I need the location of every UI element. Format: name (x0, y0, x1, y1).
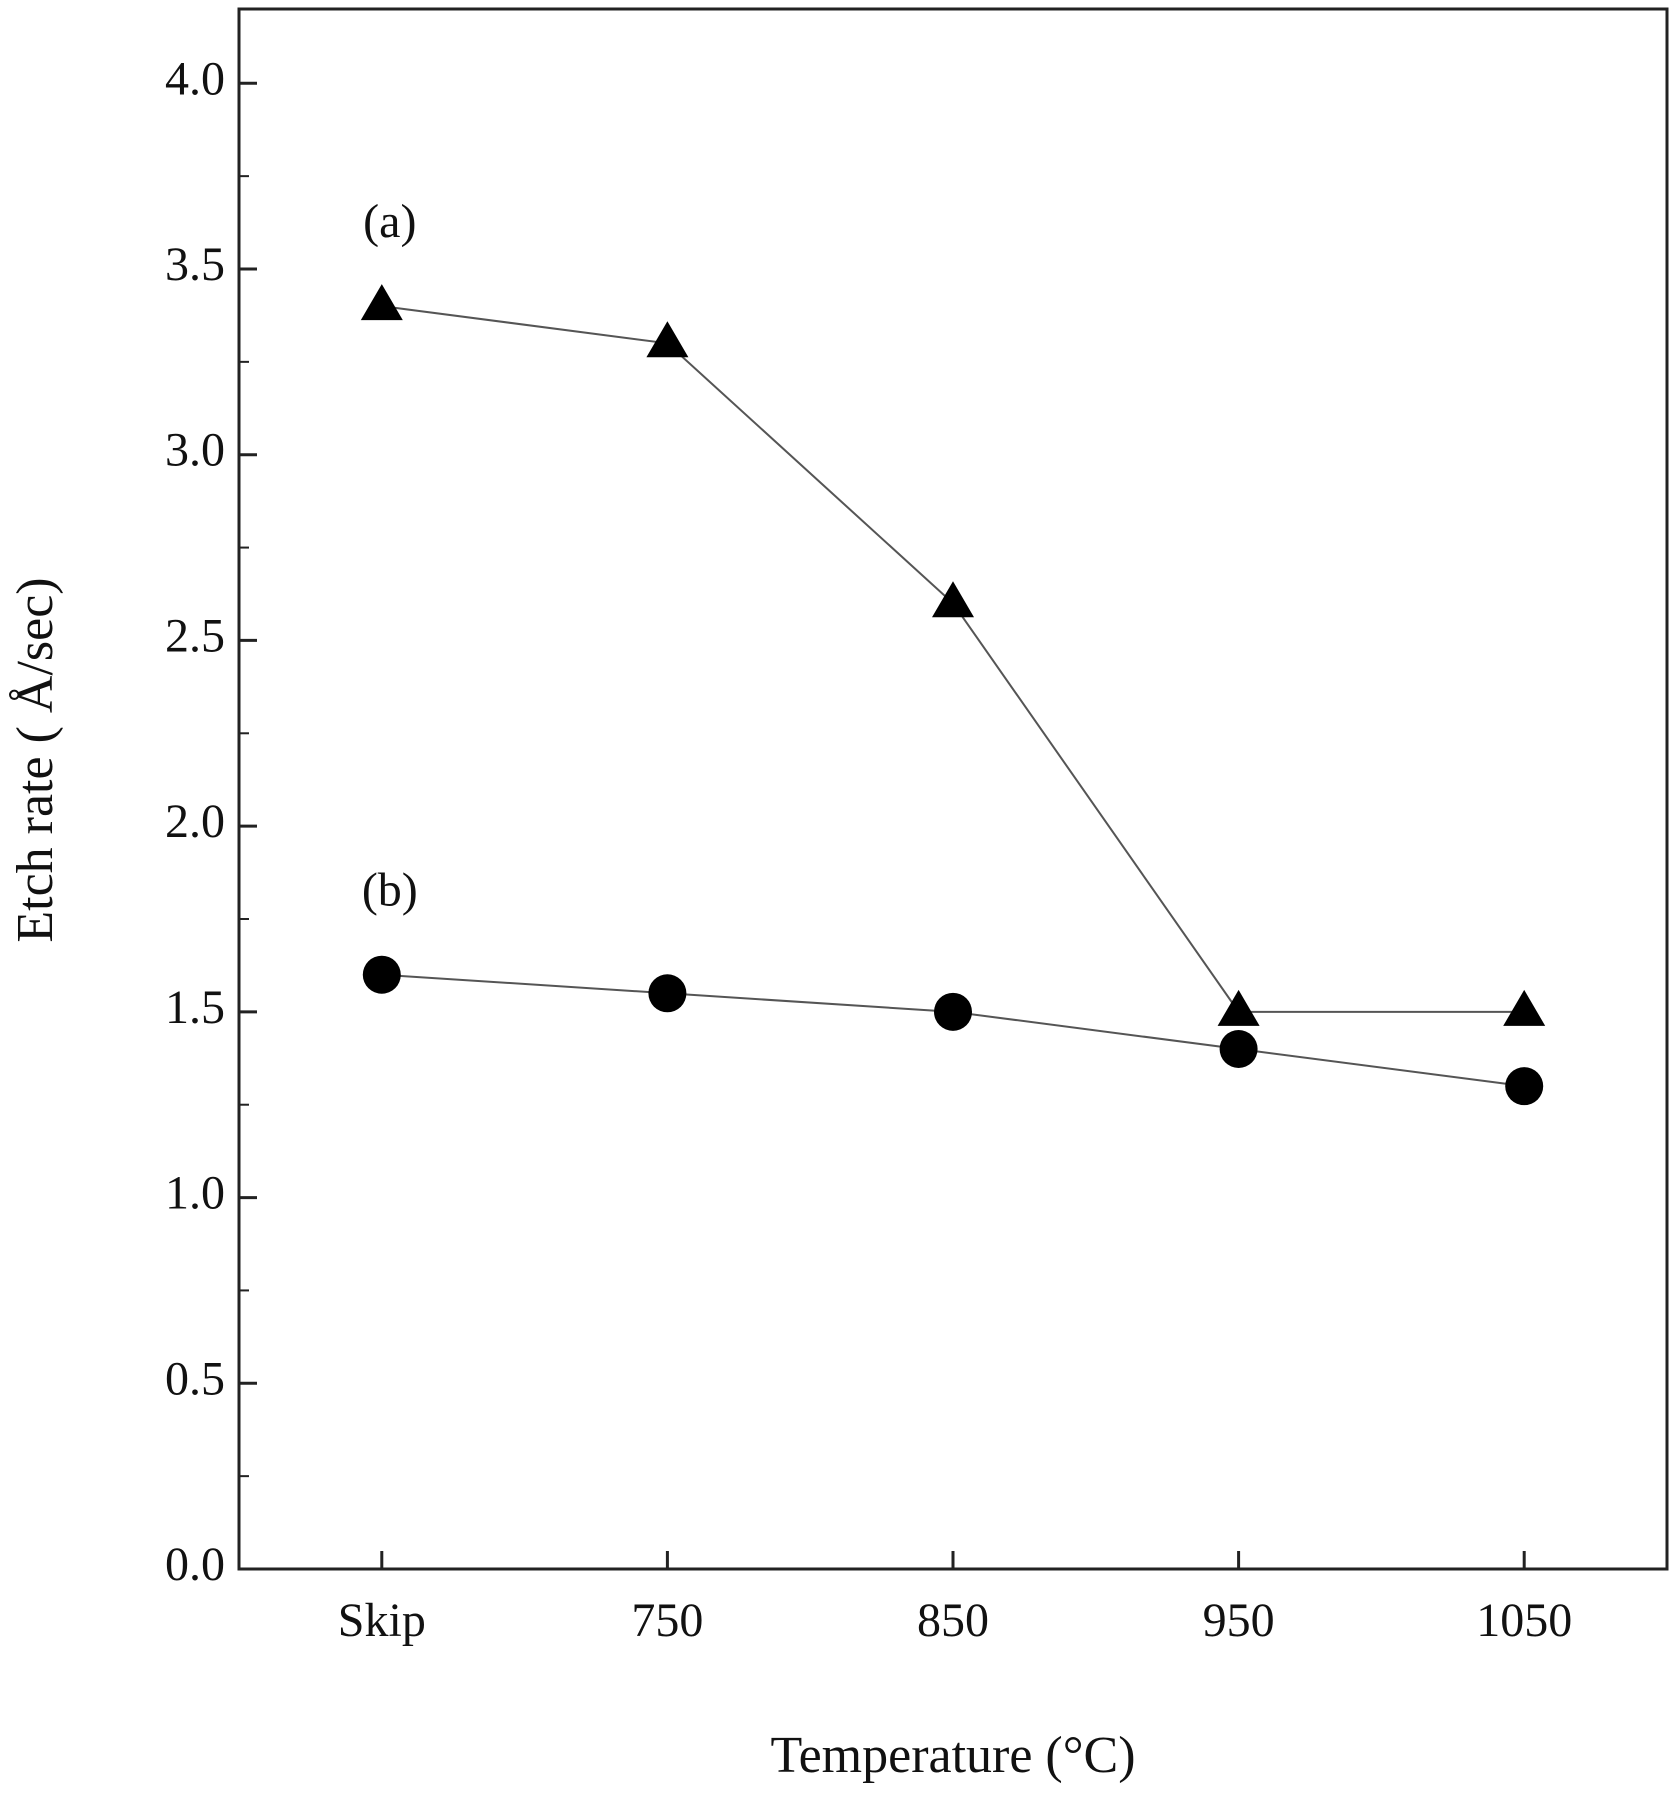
series-label: (a) (363, 195, 416, 248)
y-tick-label: 2.0 (165, 795, 225, 848)
x-axis-label: Temperature (°C) (770, 1727, 1135, 1784)
y-tick-label: 1.5 (165, 981, 225, 1034)
circle-marker (648, 974, 687, 1013)
triangle-marker (1217, 989, 1260, 1026)
plot-frame (237, 7, 1669, 1571)
series-line (381, 305, 1525, 1013)
triangle-marker (1503, 989, 1546, 1026)
y-tick-label: 2.5 (165, 609, 225, 662)
y-tick-label: 0.5 (165, 1352, 225, 1405)
circle-marker (934, 992, 972, 1031)
x-tick-label: 750 (631, 1594, 703, 1647)
x-tick-label: 950 (1203, 1594, 1275, 1647)
y-tick-label: 3.0 (165, 424, 225, 477)
x-tick-label: 1050 (1476, 1594, 1572, 1647)
circle-marker (1505, 1067, 1544, 1106)
y-tick-label: 1.0 (165, 1167, 225, 1220)
x-tick-label: 850 (917, 1594, 989, 1647)
triangle-marker (932, 581, 974, 618)
triangle-marker (360, 284, 403, 321)
y-axis-label: Etch rate ( Å/sec) (7, 577, 64, 942)
y-tick-label: 0.0 (165, 1538, 225, 1591)
y-tick-label: 3.5 (165, 238, 225, 291)
x-tick-label: Skip (338, 1594, 426, 1647)
y-tick-label: 4.0 (165, 52, 225, 105)
series-label: (b) (362, 864, 418, 917)
triangle-marker (646, 321, 689, 358)
circle-marker (362, 955, 401, 994)
circle-marker (1219, 1030, 1258, 1068)
